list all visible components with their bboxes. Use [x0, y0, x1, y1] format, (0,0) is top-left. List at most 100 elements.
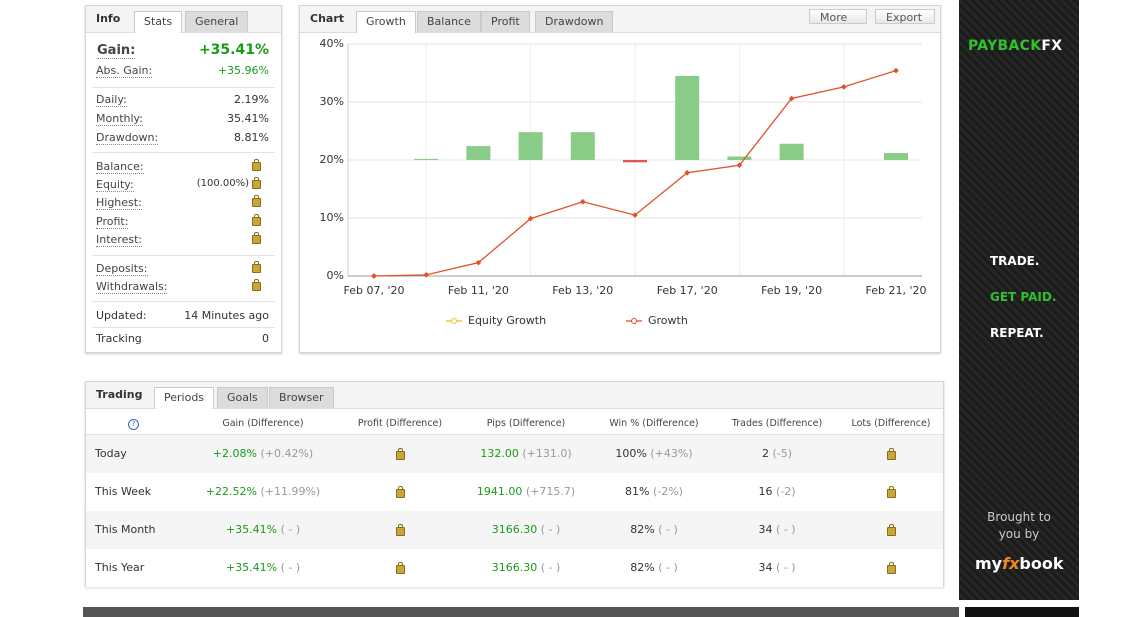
x-tick-label: Feb 17, '20 — [657, 284, 718, 297]
stat-label: Updated: — [96, 309, 147, 322]
gain-label: Gain: — [97, 43, 136, 59]
tab[interactable]: Browser — [269, 387, 334, 408]
stat-label: Interest: — [96, 233, 143, 247]
stat-label: Withdrawals: — [96, 280, 168, 294]
ad-logo: myfxbook — [975, 554, 1063, 573]
difference: ( - ) — [775, 561, 796, 574]
y-tick-label: 20% — [320, 153, 344, 166]
column-header: Pips (Difference) — [486, 418, 566, 429]
stat-value: 0 — [262, 332, 269, 345]
tab[interactable]: Balance — [417, 11, 481, 32]
stat-value: +35.96% — [217, 64, 269, 77]
bar — [623, 160, 647, 163]
value: +35.41% — [225, 561, 278, 574]
bar — [884, 153, 908, 160]
tab[interactable]: Periods — [154, 387, 215, 409]
x-tick-label: Feb 19, '20 — [761, 284, 822, 297]
period: This Week — [95, 485, 152, 498]
bar — [466, 146, 491, 160]
stat-label: Abs. Gain: — [96, 64, 153, 78]
tab[interactable]: Goals — [217, 387, 268, 408]
point — [527, 215, 534, 222]
cell: 2 (-5) — [707, 447, 847, 460]
legend-marker — [451, 318, 457, 324]
difference: (-5) — [772, 447, 793, 460]
lock-icon — [396, 486, 405, 498]
difference: (-2) — [775, 485, 796, 498]
stat-label: Abs. Gain: — [96, 64, 153, 78]
lock-icon — [887, 562, 896, 574]
stat-label: Deposits: — [96, 262, 148, 276]
value: 82% — [630, 523, 655, 536]
brand-part: FX — [1041, 38, 1063, 54]
bar — [727, 156, 752, 160]
point — [736, 162, 743, 169]
stat-label: Daily: — [96, 93, 127, 107]
stat-value: 2.19% — [234, 93, 269, 106]
legend-label: Equity Growth — [468, 314, 546, 327]
separator — [92, 327, 275, 328]
panel-title: Trading — [96, 388, 143, 401]
lock-icon — [252, 261, 261, 273]
cell: 81% (-2%) — [584, 485, 724, 498]
panel-title: Info — [96, 12, 121, 25]
difference: (+131.0) — [522, 447, 572, 460]
button[interactable]: Export — [875, 9, 935, 24]
tab[interactable]: Profit — [481, 11, 530, 32]
difference: (+0.42%) — [260, 447, 314, 460]
ad-banner[interactable]: PAYBACKFX TRADE. GET PAID. REPEAT. Brought t… — [959, 0, 1079, 600]
difference: ( - ) — [658, 523, 678, 536]
point — [475, 259, 482, 266]
difference: ( - ) — [280, 561, 301, 574]
tab[interactable]: Growth — [356, 11, 416, 33]
value: 3166.30 — [491, 523, 538, 536]
stat-label: Equity: — [96, 178, 134, 192]
stat-label: Withdrawals: — [96, 280, 168, 294]
cell: 132.00 (+131.0) — [456, 447, 596, 460]
cell: +2.08% (+0.42%) — [193, 447, 333, 460]
stat-label: Highest: — [96, 196, 142, 210]
stat-label: Updated: — [96, 309, 147, 322]
brand-part: PAYBACK — [968, 38, 1042, 54]
lock-icon — [887, 524, 896, 536]
lock-icon — [396, 448, 405, 460]
column-header: Gain (Difference) — [222, 418, 304, 429]
stat-label: Tracking — [96, 332, 142, 345]
x-tick-label: Feb 21, '20 — [866, 284, 927, 297]
logo-part: fx — [1002, 554, 1020, 573]
ad-brand: PAYBACKFX — [968, 38, 1062, 54]
difference: ( - ) — [540, 523, 561, 536]
ad-line: REPEAT. — [990, 326, 1044, 340]
help-icon[interactable]: ? — [128, 419, 139, 430]
cell: +35.41% ( - ) — [193, 523, 333, 536]
bar — [414, 158, 439, 160]
table-row: This Week +22.52% (+11.99%) 1941.00 (+715.… — [86, 473, 943, 512]
point — [423, 272, 430, 278]
stat-value: 8.81% — [234, 131, 269, 144]
value: 1941.00 — [476, 485, 523, 498]
tab[interactable]: Stats — [134, 11, 183, 33]
cell: 82% ( - ) — [584, 561, 724, 574]
ad-line: GET PAID. — [990, 290, 1057, 304]
stat-value: (100.00%) — [196, 178, 249, 189]
footer-ad — [965, 607, 1079, 617]
y-tick-label: 30% — [320, 95, 344, 108]
y-tick-label: 40% — [320, 37, 344, 50]
stat-label: Monthly: — [96, 112, 143, 126]
chart-panel: 0% 10% 20% 30% 40% Feb 07, '20 Feb 11, '20 Feb … — [299, 5, 941, 353]
lock-icon — [252, 195, 261, 207]
difference: ( - ) — [658, 561, 678, 574]
lock-icon — [396, 562, 405, 574]
tab[interactable]: General — [185, 11, 249, 32]
gain-value: +35.41% — [198, 42, 269, 58]
y-tick-label: 0% — [327, 269, 344, 282]
bar — [779, 143, 804, 160]
stat-label: Drawdown: — [96, 131, 159, 145]
point — [684, 169, 691, 176]
logo-part: book — [1019, 554, 1064, 573]
button[interactable]: More — [809, 9, 867, 24]
lock-icon — [396, 524, 405, 536]
tab[interactable]: Drawdown — [535, 11, 614, 32]
bar — [518, 132, 543, 160]
